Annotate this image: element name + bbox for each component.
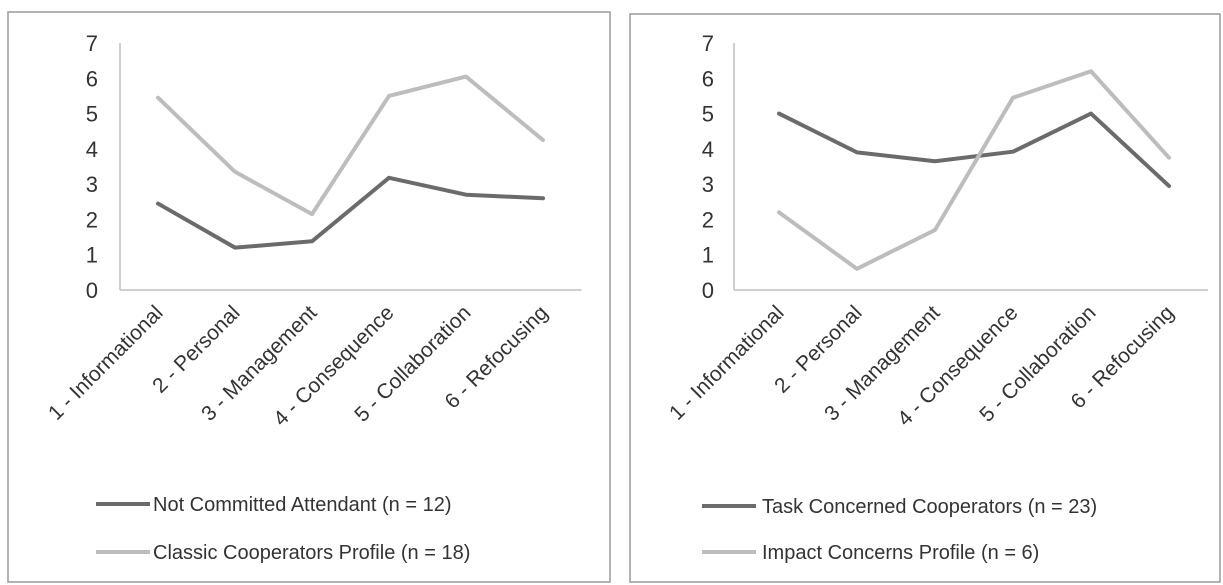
right-chart-border — [629, 13, 1221, 583]
right-y-tick-label: 1 — [702, 243, 714, 268]
left-x-tick-label: 1 - Informational — [44, 301, 168, 425]
left-y-tick-label: 2 — [86, 207, 98, 232]
right-x-tick-label: 1 - Informational — [665, 301, 789, 425]
left-y-tick-label: 5 — [86, 102, 98, 127]
left-y-tick-label: 6 — [86, 66, 98, 91]
right-y-tick-label: 2 — [702, 207, 714, 232]
right-y-tick-label: 0 — [702, 278, 714, 303]
left-y-tick-label: 3 — [86, 172, 98, 197]
left-y-tick-label: 1 — [86, 243, 98, 268]
left-chart-border — [7, 11, 611, 583]
right-legend-label-2: Impact Concerns Profile (n = 6) — [762, 542, 1039, 564]
left-y-tick-label: 0 — [86, 278, 98, 303]
left-series-line-2 — [156, 74, 545, 217]
left-y-tick-label: 4 — [86, 137, 98, 162]
left-legend-label-1: Not Committed Attendant (n = 12) — [153, 494, 452, 516]
right-y-tick-label: 5 — [702, 102, 714, 127]
right-legend-label-1: Task Concerned Cooperators (n = 23) — [762, 496, 1097, 518]
right-y-tick-label: 3 — [702, 172, 714, 197]
right-y-tick-label: 7 — [702, 31, 714, 56]
right-y-tick-label: 4 — [702, 137, 714, 162]
left-series-line-1 — [156, 175, 545, 250]
right-series-line-2 — [777, 69, 1171, 271]
right-series-line-1 — [777, 111, 1171, 188]
left-y-tick-label: 7 — [86, 31, 98, 56]
left-legend-label-2: Classic Cooperators Profile (n = 18) — [153, 542, 470, 564]
right-y-tick-label: 6 — [702, 66, 714, 91]
